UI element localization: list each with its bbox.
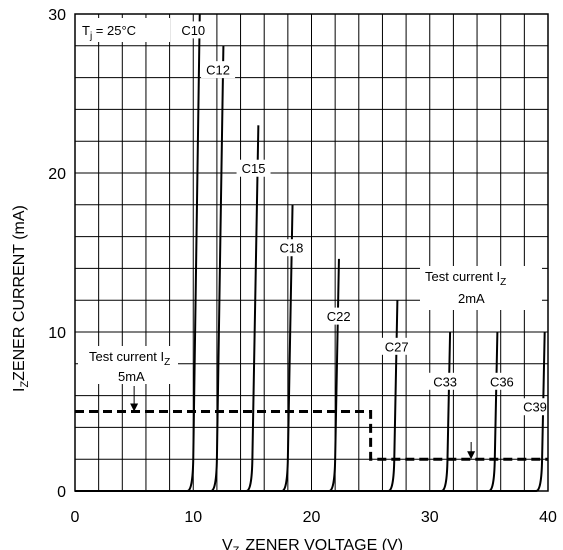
curve-labels: C10 C12 C15 C18 C22 C27 C33 C36 C39 (176, 21, 552, 416)
curve-label-bg (484, 372, 519, 390)
y-tick-label: 10 (48, 325, 66, 342)
y-tick-labels: 0 10 20 30 (48, 7, 66, 501)
curve-c10 (75, 13, 201, 492)
curve-label-c22: C22 (327, 309, 351, 324)
test-current-lines (75, 410, 548, 461)
curve-label-c10: C10 (181, 23, 205, 38)
curve-label-c36: C36 (490, 374, 514, 389)
x-tick-label: 10 (184, 509, 202, 526)
curve-label-c33: C33 (433, 374, 457, 389)
test-current-arrow-head (130, 403, 139, 412)
test-current-5ma-box (78, 346, 178, 384)
grid (75, 14, 548, 491)
test-current-line (75, 410, 548, 461)
y-tick-label: 20 (48, 166, 66, 183)
curve-label-bg (274, 239, 309, 257)
test-current-2ma-label: Test current IZ (425, 269, 506, 288)
curve-label-bg (428, 372, 463, 390)
curve-label-bg (379, 337, 414, 355)
curve-label-c18: C18 (279, 241, 303, 256)
test-current-2ma-box (420, 266, 542, 310)
x-axis-title: VZZENER VOLTAGE (V) (222, 537, 403, 550)
x-tick-label: 20 (303, 509, 321, 526)
plot-frame (74, 13, 549, 492)
x-tick-label: 40 (539, 509, 557, 526)
test-current-5ma-label: Test current IZ (89, 349, 170, 368)
test-current-5ma-value: 5mA (118, 369, 145, 384)
curve-label-c27: C27 (385, 339, 409, 354)
x-tick-label: 0 (71, 509, 80, 526)
curve-label-c39: C39 (523, 400, 547, 415)
curve-label-c15: C15 (242, 161, 266, 176)
test-current-arrow-head (467, 451, 476, 460)
curve-c15 (75, 125, 260, 492)
curve-label-c12: C12 (206, 63, 230, 78)
condition-box (78, 18, 170, 42)
curve-label-bg (236, 159, 271, 177)
curve-label-bg (321, 307, 356, 325)
x-tick-labels: 0 10 20 30 40 (71, 509, 557, 526)
condition-label: Tj = 25°C (82, 23, 136, 42)
annotations: Tj = 25°C Test current IZ 5mA Test curre… (78, 18, 542, 384)
test-current-2ma-value: 2mA (458, 291, 485, 306)
curve-label-bg (517, 398, 552, 416)
y-tick-label: 0 (57, 484, 66, 501)
curve-label-bg (176, 21, 211, 39)
test-current-arrows (130, 386, 476, 460)
curve-label-bg (201, 61, 236, 79)
y-tick-label: 30 (48, 7, 66, 24)
x-tick-label: 30 (421, 509, 439, 526)
y-axis-title: IZZENER CURRENT (mA) (11, 205, 31, 392)
